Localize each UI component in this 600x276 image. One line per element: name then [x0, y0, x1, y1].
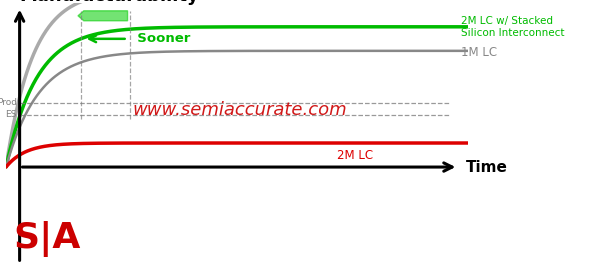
Text: www.semiaccurate.com: www.semiaccurate.com — [132, 101, 347, 119]
FancyArrow shape — [78, 11, 128, 21]
Text: Manufacturability: Manufacturability — [20, 0, 199, 5]
Text: 1M LC: 1M LC — [461, 46, 497, 59]
Text: 2M LC: 2M LC — [337, 148, 373, 161]
Text: S|A: S|A — [14, 221, 81, 257]
Text: 2M LC w/ Stacked
Silicon Interconnect: 2M LC w/ Stacked Silicon Interconnect — [461, 16, 564, 38]
Text: Time: Time — [466, 160, 508, 174]
Text: ES: ES — [5, 110, 17, 120]
Text: Sooner: Sooner — [128, 32, 190, 45]
Text: Prod: Prod — [0, 99, 17, 107]
